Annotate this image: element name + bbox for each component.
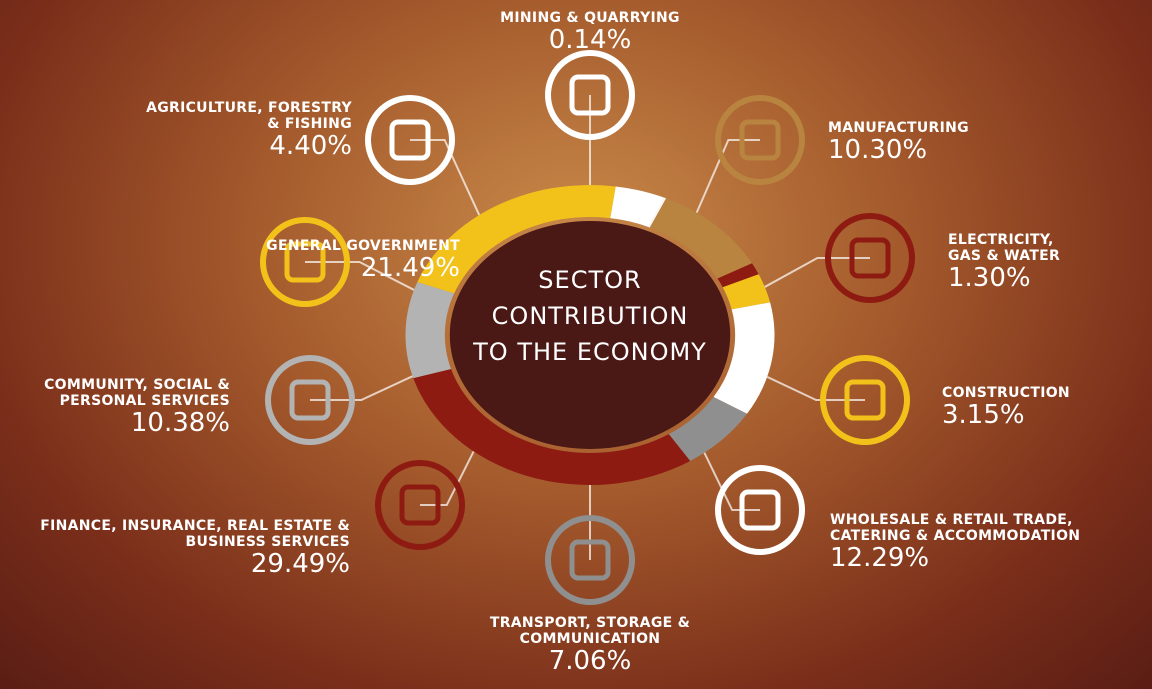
sector-name: MINING & QUARRYING xyxy=(490,10,690,26)
sector-value: 21.49% xyxy=(200,254,460,284)
sector-value: 10.38% xyxy=(20,409,230,439)
donut-segment xyxy=(405,282,454,378)
sector-value: 7.06% xyxy=(470,647,710,677)
sector-label: FINANCE, INSURANCE, REAL ESTATE & BUSINE… xyxy=(0,518,350,580)
sector-name: TRANSPORT, STORAGE & COMMUNICATION xyxy=(470,615,710,647)
sector-value: 0.14% xyxy=(490,26,690,56)
sector-name: GENERAL GOVERNMENT xyxy=(200,238,460,254)
connector xyxy=(410,140,479,215)
connector xyxy=(697,140,760,213)
sector-value: 29.49% xyxy=(0,550,350,580)
sector-label: WHOLESALE & RETAIL TRADE, CATERING & ACC… xyxy=(830,512,1120,574)
sector-name: CONSTRUCTION xyxy=(942,385,1142,401)
sector-name: WHOLESALE & RETAIL TRADE, CATERING & ACC… xyxy=(830,512,1120,544)
sector-name: COMMUNITY, SOCIAL & PERSONAL SERVICES xyxy=(20,377,230,409)
sector-value: 1.30% xyxy=(948,264,1088,294)
sector-name: FINANCE, INSURANCE, REAL ESTATE & BUSINE… xyxy=(0,518,350,550)
infographic: AGRICULTURE, FORESTRY & FISHING4.40% MINI… xyxy=(0,0,1152,689)
connector xyxy=(420,451,474,505)
sector-name: MANUFACTURING xyxy=(828,120,1048,136)
connector xyxy=(310,376,413,400)
sector-value: 4.40% xyxy=(132,132,352,162)
sector-name: ELECTRICITY, GAS & WATER xyxy=(948,232,1088,264)
sector-value: 3.15% xyxy=(942,401,1142,431)
sector-name: AGRICULTURE, FORESTRY & FISHING xyxy=(132,100,352,132)
sector-value: 10.30% xyxy=(828,136,1048,166)
center-title: SECTOR CONTRIBUTION TO THE ECONOMY xyxy=(470,262,710,370)
sector-value: 12.29% xyxy=(830,544,1120,574)
